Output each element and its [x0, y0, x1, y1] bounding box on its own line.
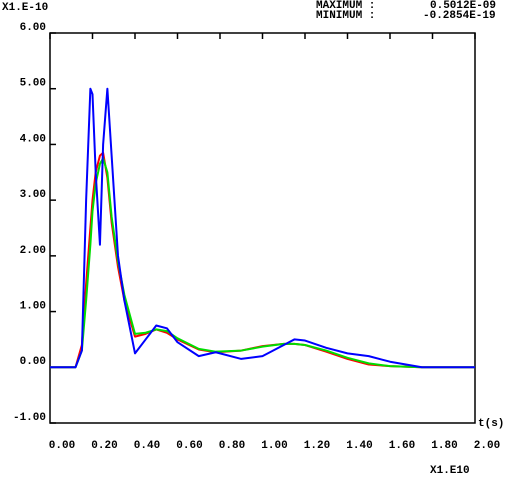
- series-line: [50, 157, 475, 369]
- maximum-label: MAXIMUM :: [316, 0, 375, 12]
- x-axis-label: t(s): [478, 418, 504, 430]
- x-tick-label: 0.00: [49, 440, 75, 452]
- x-tick-label: 1.60: [389, 440, 415, 452]
- y-scale-label: X1.E-10: [2, 2, 48, 14]
- y-tick-label: 5.00: [20, 78, 46, 90]
- y-tick-label: 0.00: [20, 356, 46, 368]
- y-tick-label: 6.00: [20, 22, 46, 34]
- minimum-value: -0.2854E-19: [423, 10, 496, 22]
- x-scale-label: X1.E10: [430, 465, 470, 477]
- minimum-label: MINIMUM :: [316, 10, 375, 22]
- x-tick-label: 0.40: [134, 440, 160, 452]
- maximum-value: 0.5012E-09: [430, 0, 496, 12]
- x-tick-label: 2.00: [474, 440, 500, 452]
- x-tick-label: 0.80: [219, 440, 245, 452]
- series-line: [50, 87, 475, 369]
- x-tick-label: 1.80: [431, 440, 457, 452]
- x-tick-label: 1.20: [304, 440, 330, 452]
- x-tick-label: 0.20: [91, 440, 117, 452]
- x-tick-label: 0.60: [176, 440, 202, 452]
- x-tick-label: 1.40: [346, 440, 372, 452]
- x-tick-label: 1.00: [261, 440, 287, 452]
- y-tick-label: 1.00: [20, 300, 46, 312]
- y-tick-label: -1.00: [13, 412, 46, 424]
- y-tick-label: 2.00: [20, 245, 46, 257]
- y-tick-label: 3.00: [20, 189, 46, 201]
- y-tick-label: 4.00: [20, 133, 46, 145]
